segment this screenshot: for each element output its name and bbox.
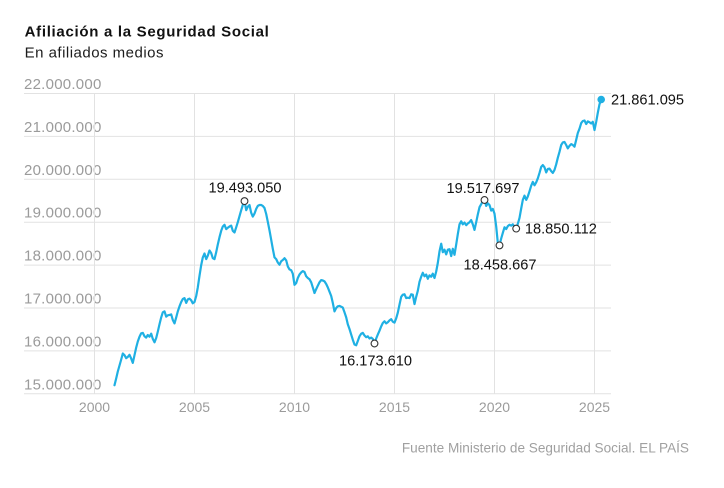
svg-text:2010: 2010: [279, 399, 310, 415]
svg-text:19.517.697: 19.517.697: [446, 181, 519, 197]
svg-text:21.861.095: 21.861.095: [611, 93, 684, 109]
svg-text:19.000.000: 19.000.000: [24, 205, 102, 222]
svg-text:20.000.000: 20.000.000: [24, 162, 102, 179]
svg-text:17.000.000: 17.000.000: [24, 291, 102, 308]
svg-text:16.173.610: 16.173.610: [339, 354, 412, 370]
svg-text:18.850.112: 18.850.112: [525, 222, 597, 238]
svg-text:21.000.000: 21.000.000: [24, 119, 102, 136]
svg-text:Fuente Ministerio de Seguridad: Fuente Ministerio de Seguridad Social. E…: [402, 441, 689, 456]
svg-text:18.458.667: 18.458.667: [463, 258, 536, 274]
svg-text:22.000.000: 22.000.000: [24, 76, 102, 93]
svg-text:18.000.000: 18.000.000: [24, 248, 102, 265]
svg-text:16.000.000: 16.000.000: [24, 333, 102, 350]
svg-text:2025: 2025: [579, 399, 610, 415]
svg-text:Afiliación a la Seguridad Soci: Afiliación a la Seguridad Social: [25, 24, 270, 41]
svg-text:2015: 2015: [379, 399, 410, 415]
svg-text:15.000.000: 15.000.000: [24, 376, 102, 393]
svg-text:2000: 2000: [79, 399, 110, 415]
svg-text:2020: 2020: [479, 399, 510, 415]
svg-text:2005: 2005: [179, 399, 210, 415]
svg-text:19.493.050: 19.493.050: [208, 181, 281, 197]
svg-text:En afiliados medios: En afiliados medios: [25, 45, 164, 62]
